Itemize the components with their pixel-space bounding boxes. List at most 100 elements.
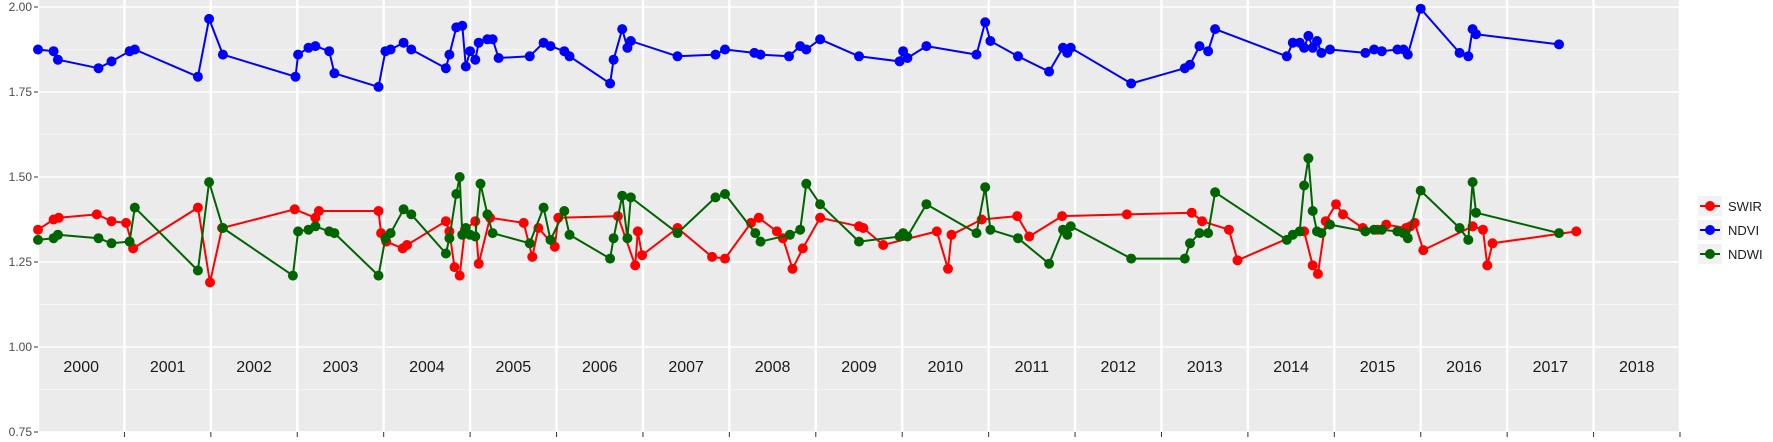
data-point-ndvi — [564, 51, 575, 62]
legend-label-ndvi: NDVI — [1728, 223, 1759, 238]
data-point-swir — [470, 216, 481, 227]
data-point-ndvi — [48, 46, 59, 57]
year-label: 2016 — [1446, 359, 1482, 376]
data-point-ndvi — [129, 44, 140, 55]
data-point-swir — [205, 277, 215, 288]
data-point-ndwi — [921, 199, 932, 210]
data-point-ndvi — [1312, 36, 1322, 46]
y-tick-label: 1.00 — [9, 340, 33, 354]
data-point-ndvi — [385, 44, 396, 55]
data-point-ndwi — [1325, 219, 1335, 230]
data-point-ndwi — [1062, 229, 1073, 240]
data-point-swir — [858, 223, 869, 233]
data-point-ndvi — [672, 51, 683, 62]
data-point-ndvi — [755, 49, 766, 60]
data-point-swir — [1482, 260, 1493, 271]
data-point-swir — [931, 226, 942, 237]
data-point-ndwi — [608, 233, 619, 244]
data-point-ndwi — [854, 236, 864, 247]
year-label: 2017 — [1533, 359, 1569, 376]
data-point-ndvi — [1287, 37, 1298, 48]
data-point-swir — [402, 240, 412, 250]
data-point-ndwi — [470, 231, 481, 242]
data-point-ndvi — [1013, 51, 1023, 62]
data-point-ndwi — [1307, 206, 1318, 216]
data-point-ndvi — [204, 13, 215, 24]
data-point-ndvi — [545, 41, 556, 52]
data-point-ndwi — [617, 190, 628, 201]
data-point-ndwi — [1194, 228, 1205, 239]
data-point-ndwi — [440, 248, 451, 259]
data-point-ndwi — [217, 223, 228, 233]
data-point-ndvi — [617, 24, 628, 35]
legend-label-swir: SWIR — [1728, 199, 1762, 214]
data-point-ndwi — [1179, 253, 1190, 264]
data-point-swir — [473, 258, 484, 269]
data-point-ndvi — [980, 17, 991, 28]
data-point-ndwi — [750, 228, 761, 239]
data-point-swir — [1338, 209, 1348, 220]
data-point-ndvi — [1185, 59, 1195, 70]
data-point-ndwi — [985, 224, 996, 235]
data-point-ndwi — [710, 192, 721, 203]
data-point-ndvi — [1454, 47, 1465, 58]
data-point-ndwi — [444, 233, 455, 244]
data-point-ndvi — [473, 37, 484, 48]
data-point-ndwi — [1185, 238, 1195, 249]
data-point-ndwi — [1210, 187, 1221, 198]
data-point-ndvi — [801, 44, 812, 55]
data-point-ndvi — [921, 41, 932, 52]
data-point-ndwi — [1203, 228, 1214, 239]
data-point-ndwi — [1454, 223, 1465, 233]
data-point-ndvi — [1376, 46, 1387, 57]
data-point-ndvi — [815, 34, 826, 45]
data-point-ndvi — [605, 78, 616, 89]
data-point-ndwi — [329, 228, 340, 239]
data-point-ndwi — [1402, 233, 1413, 244]
data-point-ndvi — [1210, 24, 1221, 35]
legend-label-ndwi: NDWI — [1728, 247, 1763, 262]
data-point-ndwi — [1303, 153, 1314, 164]
data-point-ndvi — [493, 53, 504, 63]
data-point-ndvi — [106, 56, 117, 67]
data-point-ndvi — [440, 63, 451, 74]
data-point-ndwi — [451, 189, 462, 199]
year-label: 2001 — [150, 359, 186, 376]
data-point-ndvi — [290, 71, 301, 82]
data-point-ndwi — [1369, 224, 1380, 235]
data-point-swir — [527, 251, 538, 262]
data-point-ndwi — [538, 202, 549, 213]
legend-key-ndvi — [1705, 225, 1715, 235]
data-point-swir — [1232, 255, 1243, 266]
data-point-ndvi — [1126, 78, 1137, 89]
year-label: 2014 — [1273, 359, 1309, 376]
data-point-swir — [440, 216, 451, 227]
data-point-ndvi — [608, 54, 619, 65]
data-point-ndwi — [475, 178, 486, 189]
data-point-swir — [943, 263, 953, 274]
data-point-swir — [632, 226, 643, 237]
data-point-ndwi — [129, 202, 140, 213]
data-point-ndvi — [1325, 44, 1335, 55]
data-point-ndvi — [1299, 42, 1310, 53]
data-point-ndwi — [1554, 228, 1564, 239]
data-point-ndvi — [985, 36, 996, 46]
year-label: 2000 — [63, 359, 99, 376]
data-point-ndwi — [524, 238, 535, 249]
data-point-ndvi — [217, 49, 228, 60]
data-point-swir — [106, 216, 117, 227]
data-point-ndvi — [310, 41, 321, 52]
data-point-swir — [797, 243, 808, 254]
data-point-ndvi — [329, 68, 340, 79]
data-point-ndwi — [815, 199, 826, 210]
data-point-ndwi — [795, 224, 806, 235]
data-point-ndwi — [204, 177, 215, 188]
data-point-ndwi — [1013, 233, 1023, 244]
legend-key-ndwi — [1705, 249, 1715, 259]
legend: SWIR NDVI NDWI — [1698, 196, 1763, 264]
legend-key-swir — [1705, 201, 1715, 211]
data-point-ndvi — [192, 71, 203, 82]
data-point-ndwi — [1294, 226, 1305, 237]
year-label: 2018 — [1619, 359, 1655, 376]
